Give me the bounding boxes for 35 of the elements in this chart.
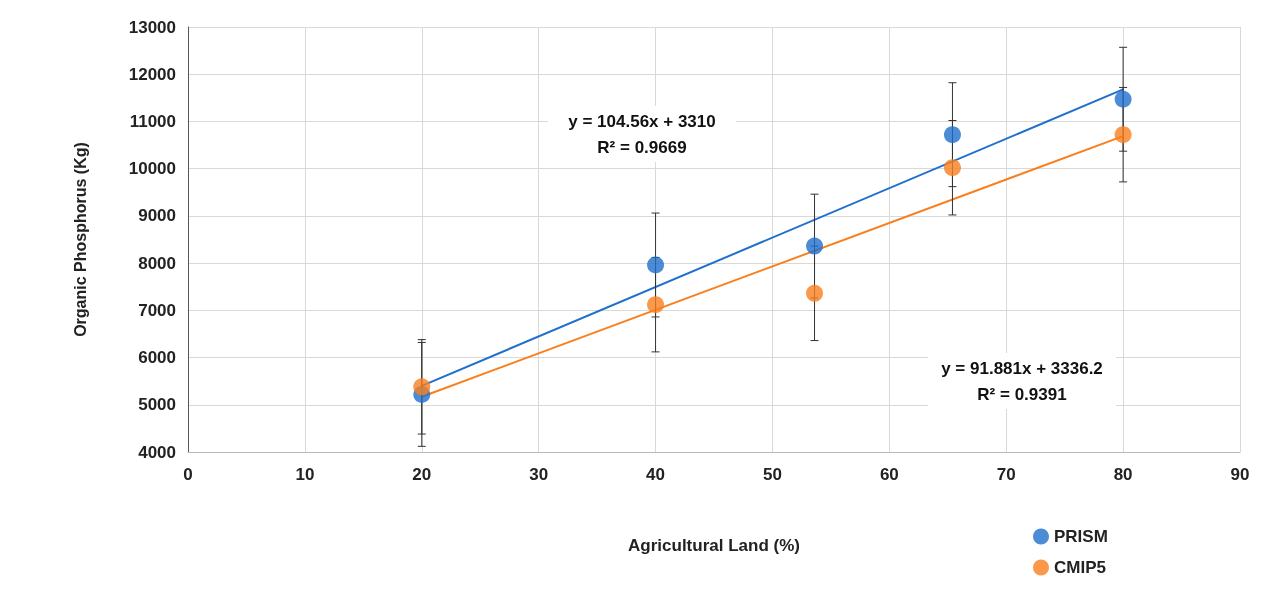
y-tick-label: 5000 bbox=[138, 395, 176, 415]
y-tick-label: 10000 bbox=[128, 159, 176, 179]
x-tick-label: 0 bbox=[183, 465, 193, 484]
y-tick-label: 6000 bbox=[138, 348, 176, 368]
legend-label: PRISM bbox=[1054, 527, 1108, 546]
y-tick-label: 9000 bbox=[138, 206, 176, 226]
point bbox=[1114, 90, 1132, 108]
annotation: y = 91.881x + 3336.2 R² = 0.9391 bbox=[941, 358, 1103, 404]
point bbox=[806, 284, 824, 302]
point bbox=[647, 296, 665, 314]
y-tick-label: 8000 bbox=[138, 253, 176, 273]
point bbox=[943, 159, 961, 177]
y-tick-label: 12000 bbox=[128, 64, 176, 84]
y-tick-label: 4000 bbox=[138, 442, 176, 462]
x-tick-label: 30 bbox=[529, 465, 549, 484]
y-tick-label: 13000 bbox=[128, 17, 176, 37]
x-tick-label: 40 bbox=[646, 465, 666, 484]
point bbox=[1114, 126, 1132, 144]
y-tick-label: 11000 bbox=[129, 111, 176, 131]
x-tick-label: 90 bbox=[1230, 465, 1250, 484]
point bbox=[413, 378, 431, 396]
x-tick-label: 10 bbox=[295, 465, 315, 484]
point bbox=[943, 126, 961, 144]
point bbox=[806, 237, 824, 255]
x-tick-label: 20 bbox=[412, 465, 432, 484]
legend-label: CMIP5 bbox=[1054, 558, 1106, 577]
x-tick-label: 50 bbox=[762, 465, 782, 484]
y-axis-title: Organic Phosphorus (Kg) bbox=[71, 142, 89, 337]
x-tick-label: 60 bbox=[879, 465, 899, 484]
x-tick-label: 80 bbox=[1113, 465, 1133, 484]
point bbox=[647, 256, 665, 274]
y-tick-label: 7000 bbox=[138, 300, 176, 320]
x-axis-title: Agricultural Land (%) bbox=[628, 536, 800, 555]
annotation: y = 104.56x + 3310 R² = 0.9669 bbox=[568, 111, 716, 157]
x-tick-label: 70 bbox=[996, 465, 1016, 484]
